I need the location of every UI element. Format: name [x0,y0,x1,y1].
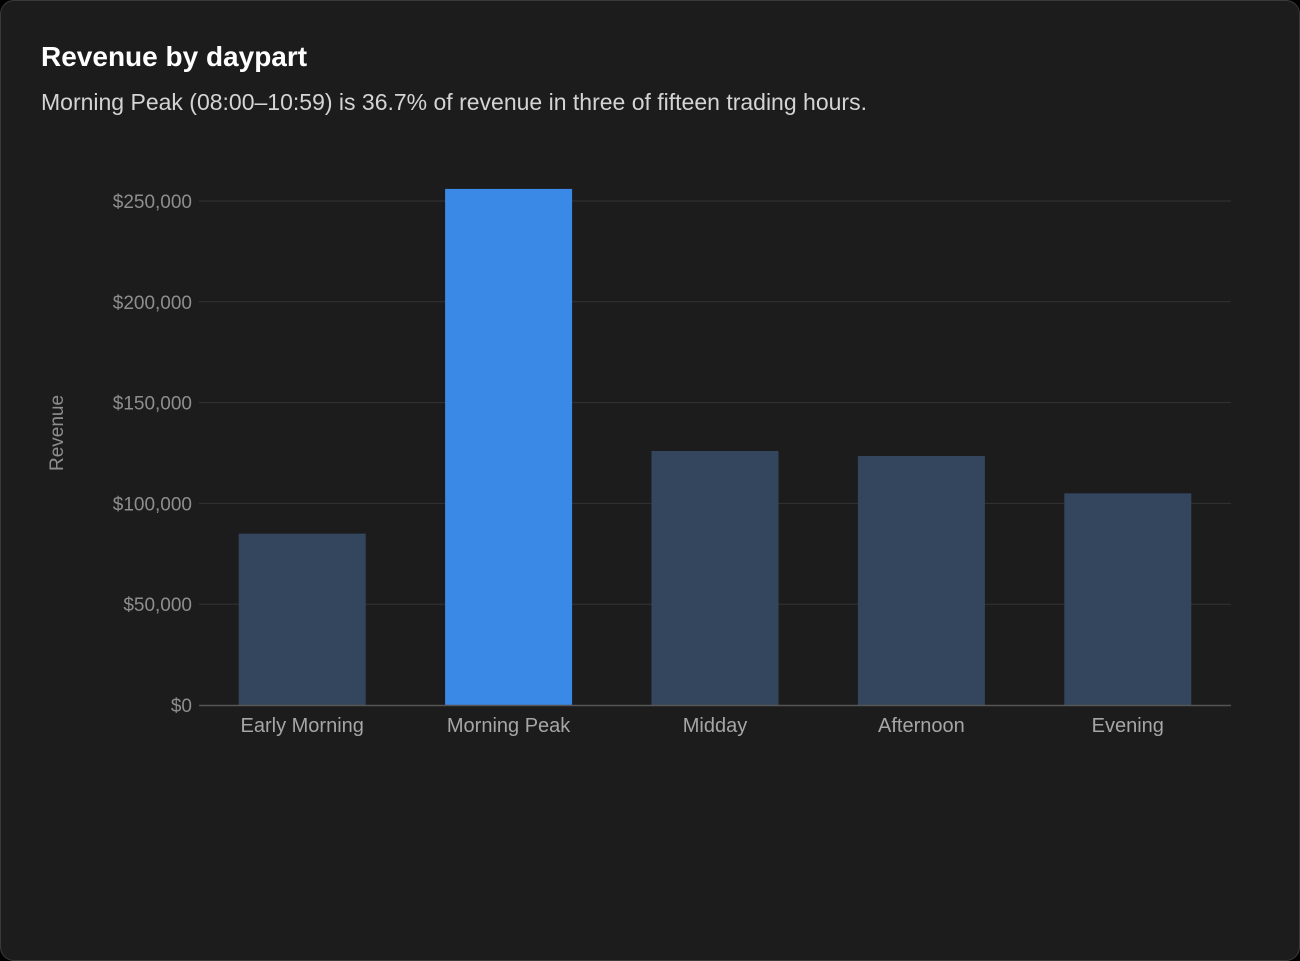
y-axis-title: Revenue [47,395,68,471]
y-tick-label: $200,000 [113,293,192,314]
x-category-label: Morning Peak [447,715,571,737]
x-category-label: Evening [1092,715,1164,737]
axes: $0 $50,000 $100,000 $150,000 $200,000 $250,00… [47,192,1231,737]
y-tick-label: $250,000 [113,192,192,213]
y-tick-label: $100,000 [113,494,192,515]
chart-title: Revenue by daypart [41,41,308,72]
x-category-label: Afternoon [878,715,965,737]
bar-evening[interactable] [1064,493,1192,705]
y-tick-label: $50,000 [123,595,192,616]
bar-morning-peak[interactable] [445,188,573,706]
y-tick-label: $150,000 [113,394,192,415]
bar-afternoon[interactable] [857,456,985,705]
bars [238,188,1192,706]
chart-subtitle: Morning Peak (08:00–10:59) is 36.7% of r… [41,89,867,115]
y-tick-label: $0 [171,696,192,717]
x-category-label: Midday [683,715,747,737]
bar-early-morning[interactable] [238,533,366,705]
x-category-label: Early Morning [241,715,364,737]
bar-midday[interactable] [651,450,779,705]
